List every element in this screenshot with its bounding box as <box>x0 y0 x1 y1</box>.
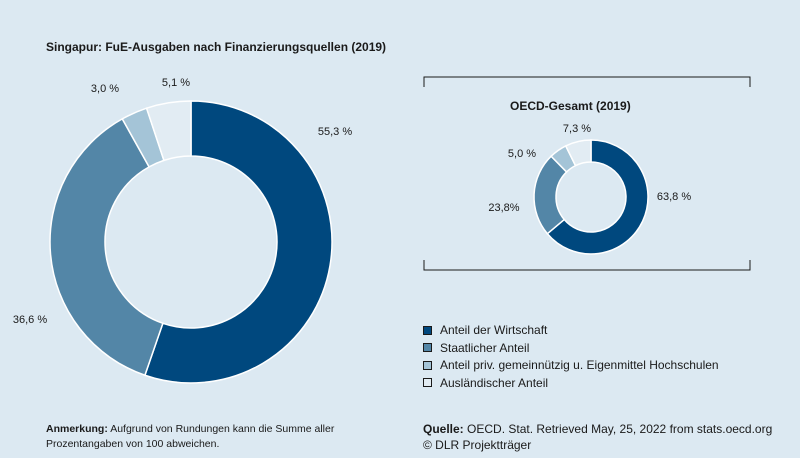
data-label: 5,1 % <box>162 77 190 89</box>
legend-swatch <box>423 325 432 335</box>
legend-item: Anteil priv. gemeinnützig u. Eigenmittel… <box>423 357 719 373</box>
legend-label: Staatlicher Anteil <box>440 340 530 355</box>
donut-singapore: 55,3 % 36,6 % 3,0 % 5,1 % <box>13 77 352 384</box>
donut-slice <box>49 117 164 377</box>
donut-slice <box>145 100 192 162</box>
legend-item: Ausländischer Anteil <box>423 375 719 391</box>
source-label: Quelle: <box>423 422 464 436</box>
legend-label: Anteil der Wirtschaft <box>440 323 548 337</box>
data-label: 55,3 % <box>318 126 352 138</box>
bracket-top <box>423 76 751 87</box>
legend: Anteil der Wirtschaft Staatlicher Anteil… <box>423 322 719 392</box>
donut-slice <box>564 139 592 167</box>
footnote: Anmerkung: Aufgrund von Rundungen kann d… <box>46 422 334 452</box>
legend-label: Ausländischer Anteil <box>440 375 549 390</box>
source-text: OECD. Stat. Retrieved May, 25, 2022 from… <box>467 422 773 436</box>
legend-swatch <box>423 343 432 352</box>
data-label: 36,6 % <box>13 314 47 326</box>
data-label: 63,8 % <box>657 191 691 203</box>
chart-title-oecd: OECD-Gesamt (2019) <box>510 99 631 113</box>
data-label: 23,8% <box>488 202 519 214</box>
legend-item: Staatlicher Anteil <box>423 340 719 356</box>
data-label: 3,0 % <box>91 83 119 95</box>
legend-swatch <box>423 378 432 387</box>
footnote-text-2: Prozentangaben von 100 abweichen. <box>46 438 220 450</box>
bracket-bottom <box>423 260 751 271</box>
data-label: 7,3 % <box>563 123 591 135</box>
footnote-label: Anmerkung: <box>46 423 108 435</box>
footnote-text: Aufgrund von Rundungen kann die Summe al… <box>110 423 335 435</box>
donut-oecd: 63,8 % 23,8% 5,0 % 7,3 % <box>488 123 691 255</box>
donut-slice <box>143 100 333 384</box>
legend-item: Anteil der Wirtschaft <box>423 322 719 338</box>
legend-swatch <box>423 360 432 370</box>
donut-slice <box>546 139 649 255</box>
chart-title-singapore: Singapur: FuE-Ausgaben nach Finanzierung… <box>46 40 387 54</box>
source-note: Quelle: OECD. Stat. Retrieved May, 25, 2… <box>423 421 772 453</box>
copyright: © DLR Projektträger <box>423 438 532 452</box>
legend-label: Anteil priv. gemeinnützig u. Eigenmittel… <box>440 358 719 372</box>
data-label: 5,0 % <box>508 148 536 160</box>
